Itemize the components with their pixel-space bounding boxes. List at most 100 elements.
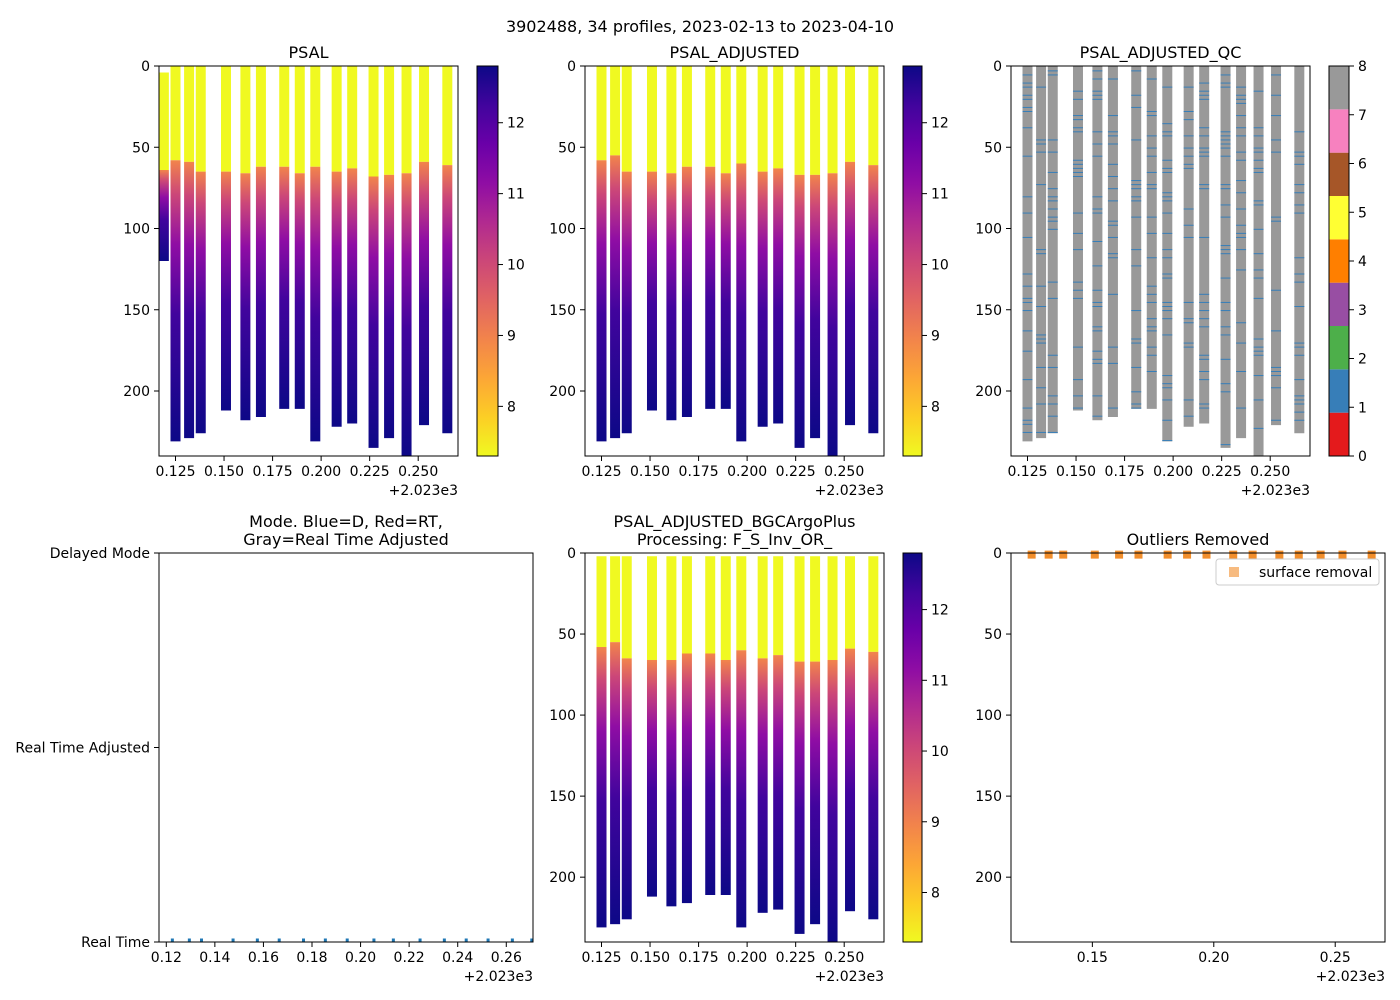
psal-panel: PSAL 0.125 0.150 0.175 0.200 0.225 0.250 +2.023… <box>123 43 525 499</box>
x-tick-label: 0.12 <box>151 950 182 966</box>
profile-deep-layer <box>810 174 821 439</box>
salinity-profile <box>736 556 747 928</box>
qc-profile-bar <box>1162 66 1173 442</box>
salinity-profile <box>442 66 453 434</box>
qc-colorbar-segment <box>1329 239 1349 283</box>
salinity-profile <box>621 556 632 920</box>
profile-surface-layer <box>220 66 231 172</box>
profile-surface-layer <box>720 556 731 660</box>
x-tick-label: 0.125 <box>155 464 195 480</box>
mode-point <box>486 938 490 942</box>
profile-deep-layer <box>736 163 747 442</box>
salinity-profile <box>827 556 838 942</box>
profile-deep-layer <box>757 658 768 913</box>
profile-deep-layer <box>646 171 657 411</box>
colorbar-tick-label: 3 <box>1358 303 1367 319</box>
x-tick-label: 0.150 <box>630 950 670 966</box>
qc-profile-bar <box>1253 66 1264 456</box>
x-tick-label: 0.26 <box>491 950 522 966</box>
qc-profile <box>1107 66 1118 417</box>
salinity-profile <box>705 556 716 895</box>
qc-profile-bar <box>1199 66 1210 424</box>
x-tick-label: 0.125 <box>581 950 621 966</box>
y-tick-label: 100 <box>975 222 1002 238</box>
mode-point <box>530 938 534 942</box>
profile-deep-layer <box>868 651 879 920</box>
y-tick-label: 0 <box>993 59 1002 75</box>
profile-surface-layer <box>868 66 879 166</box>
salinity-profile <box>720 66 731 409</box>
profile-surface-layer <box>610 66 621 156</box>
colorbar <box>476 65 499 457</box>
profile-surface-layer <box>646 66 657 172</box>
profile-deep-layer <box>170 160 181 442</box>
salinity-profile <box>773 556 784 910</box>
qc-profile <box>1199 66 1210 424</box>
y-tick-label: 50 <box>558 627 576 643</box>
qc-colorbar-segment <box>1329 412 1349 456</box>
mode-point <box>442 938 446 942</box>
salinity-profile <box>159 72 169 261</box>
qc-profile-bar <box>1183 66 1194 427</box>
colorbar-tick-label: 10 <box>931 258 949 274</box>
qc-profile-bar <box>1047 66 1058 434</box>
mode-point <box>418 938 422 942</box>
salinity-profile <box>170 66 181 442</box>
x-tick-label: 0.20 <box>1198 950 1229 966</box>
panel-title: PSAL_ADJUSTED_BGCArgoPlus <box>613 512 855 532</box>
salinity-profile <box>868 556 879 920</box>
profile-deep-layer <box>195 171 206 434</box>
salinity-profile <box>681 66 692 417</box>
qc-profile <box>1072 66 1083 411</box>
qc-profile <box>1131 66 1142 409</box>
outlier-point <box>1134 550 1143 559</box>
x-tick-label: 0.125 <box>1007 464 1047 480</box>
profile-surface-layer <box>240 66 251 174</box>
colorbar-tick-label: 7 <box>1358 108 1367 124</box>
salinity-profile <box>596 66 607 442</box>
qc-colorbar-segment <box>1329 369 1349 413</box>
profile-surface-layer <box>596 66 607 161</box>
profile-deep-layer <box>255 166 266 417</box>
salinity-profile <box>646 556 657 897</box>
profile-surface-layer <box>794 556 805 662</box>
mode-point <box>170 938 174 942</box>
axes-frame <box>1010 552 1386 943</box>
colorbar-tick-label: 11 <box>931 673 949 689</box>
profile-surface-layer <box>736 66 747 164</box>
profile-deep-layer <box>610 642 621 925</box>
profile-deep-layer <box>827 173 838 456</box>
x-offset-label: +2.023e3 <box>389 483 458 499</box>
axes-frame <box>584 65 885 457</box>
profile-deep-layer <box>845 648 856 912</box>
profile-deep-layer <box>646 659 657 897</box>
y-tick-label: 200 <box>549 870 576 886</box>
profile-deep-layer <box>705 653 716 895</box>
salinity-profile <box>736 66 747 442</box>
salinity-profile <box>310 66 321 442</box>
profile-deep-layer <box>773 655 784 910</box>
outlier-point <box>1248 550 1257 559</box>
y-tick-label: 150 <box>549 303 576 319</box>
outliers-removed-panel: Outliers Removed 0.15 0.20 0.25 +2.023e3 0 50 1… <box>975 530 1386 985</box>
salinity-profile <box>279 66 290 409</box>
x-tick-label: 0.225 <box>776 464 816 480</box>
y-tick-label: 200 <box>549 384 576 400</box>
profile-deep-layer <box>384 174 395 439</box>
salinity-profile <box>368 66 379 448</box>
outlier-point <box>1316 550 1325 559</box>
profile-surface-layer <box>646 556 657 660</box>
qc-profile-bar <box>1220 66 1231 448</box>
profile-surface-layer <box>845 66 856 162</box>
qc-colorbar-segment <box>1329 109 1349 153</box>
colorbar-tick-label: 2 <box>1358 352 1367 368</box>
y-tick-label: 150 <box>123 303 150 319</box>
profile-surface-layer <box>610 556 621 643</box>
x-tick-label: 0.150 <box>1056 464 1096 480</box>
profile-deep-layer <box>279 166 290 409</box>
outlier-point <box>1090 550 1099 559</box>
y-tick-label: 150 <box>975 303 1002 319</box>
salinity-profile <box>419 66 430 426</box>
salinity-profile <box>240 66 251 421</box>
salinity-profile <box>757 66 768 427</box>
